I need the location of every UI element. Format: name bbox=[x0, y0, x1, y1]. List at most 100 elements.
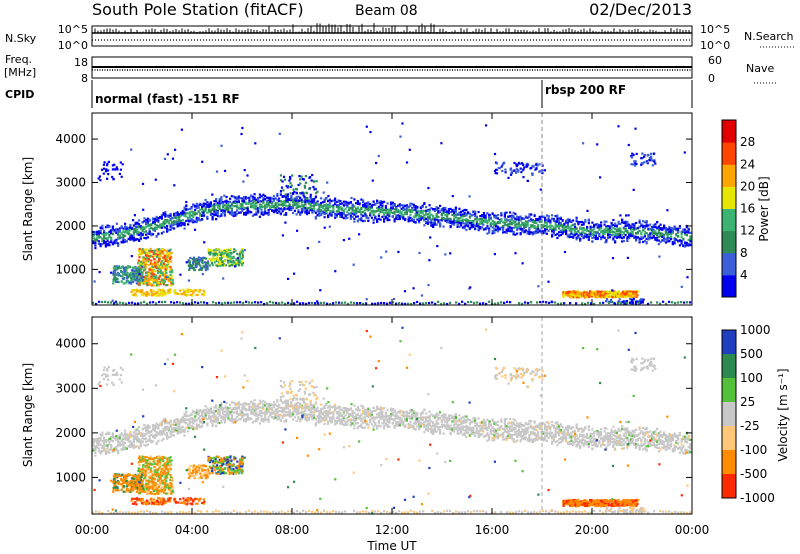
power-cell bbox=[629, 226, 632, 229]
power-cell bbox=[330, 214, 333, 217]
power-cell bbox=[100, 168, 104, 171]
power-cell bbox=[205, 262, 209, 265]
power-cell bbox=[449, 220, 452, 223]
power-cell bbox=[188, 267, 191, 270]
power-cell bbox=[187, 218, 190, 222]
power-cell bbox=[146, 257, 149, 260]
power-cell bbox=[419, 218, 422, 221]
power-cell bbox=[598, 227, 601, 230]
power-cell bbox=[348, 206, 351, 210]
power-cell bbox=[157, 248, 160, 251]
power-cell bbox=[197, 256, 200, 259]
power-cell bbox=[220, 263, 223, 266]
power-cell bbox=[591, 233, 594, 236]
power-cell bbox=[449, 221, 452, 224]
power-cell bbox=[145, 279, 149, 282]
power-cell bbox=[269, 201, 272, 204]
power-cell bbox=[617, 222, 620, 225]
power-cell bbox=[293, 272, 296, 275]
power-cell bbox=[349, 217, 352, 220]
power-cell bbox=[622, 301, 625, 304]
power-cell bbox=[523, 224, 526, 227]
power-cell bbox=[187, 217, 190, 220]
power-cell bbox=[241, 126, 244, 130]
power-cell bbox=[215, 170, 219, 173]
power-cell bbox=[285, 201, 288, 204]
power-cell bbox=[178, 213, 181, 216]
power-cell bbox=[398, 210, 401, 213]
power-cell bbox=[219, 260, 222, 263]
power-cell bbox=[236, 196, 239, 199]
power-cell bbox=[290, 207, 293, 210]
power-cell bbox=[304, 198, 307, 201]
power-cell bbox=[612, 236, 615, 239]
power-cell bbox=[258, 196, 261, 199]
power-cell bbox=[239, 203, 242, 206]
power-cell bbox=[612, 302, 615, 305]
power-cell bbox=[127, 228, 130, 231]
power-cell bbox=[219, 254, 222, 257]
power-cell bbox=[495, 228, 498, 231]
power-cell bbox=[621, 218, 624, 222]
power-cell bbox=[635, 235, 638, 238]
power-cell bbox=[339, 200, 342, 203]
power-cell bbox=[421, 212, 424, 215]
power-cell bbox=[659, 232, 662, 235]
power-cell bbox=[170, 275, 173, 278]
power-cell bbox=[657, 226, 660, 229]
power-cell bbox=[374, 203, 377, 206]
power-cell bbox=[195, 219, 198, 222]
power-cell bbox=[122, 241, 125, 244]
power-cell bbox=[137, 259, 140, 262]
power-cell bbox=[624, 224, 627, 228]
power-cell bbox=[369, 203, 372, 206]
power-cell bbox=[295, 204, 298, 207]
power-cell bbox=[535, 231, 538, 235]
power-cell bbox=[228, 253, 231, 257]
power-cell bbox=[180, 224, 183, 227]
power-cell bbox=[363, 214, 366, 218]
power-cell bbox=[530, 226, 533, 229]
power-cell bbox=[134, 222, 137, 225]
power-cell bbox=[631, 152, 634, 155]
power-cell bbox=[578, 293, 581, 296]
power-cell bbox=[587, 222, 590, 225]
power-cell bbox=[552, 218, 555, 221]
power-cell bbox=[337, 204, 340, 207]
power-cell bbox=[140, 273, 143, 276]
power-cell bbox=[244, 197, 247, 200]
power-cell bbox=[397, 250, 400, 253]
power-cell bbox=[446, 213, 449, 216]
power-cell bbox=[166, 230, 169, 233]
power-cell bbox=[634, 162, 637, 165]
power-cell bbox=[232, 213, 235, 216]
power-cell bbox=[97, 242, 100, 245]
power-cell bbox=[363, 212, 366, 215]
power-cell bbox=[533, 232, 536, 235]
power-cell bbox=[162, 263, 165, 266]
power-cell bbox=[162, 211, 165, 215]
power-cell bbox=[152, 218, 155, 221]
power-cell bbox=[311, 199, 314, 202]
power-cell bbox=[161, 264, 164, 267]
power-cell bbox=[661, 239, 664, 242]
power-cell bbox=[262, 193, 265, 196]
power-cell bbox=[165, 271, 168, 275]
power-cell bbox=[484, 219, 487, 222]
power-cell bbox=[675, 229, 678, 232]
power-cell bbox=[458, 220, 461, 223]
power-cell bbox=[388, 213, 391, 216]
power-cell bbox=[442, 211, 445, 215]
power-cell bbox=[412, 203, 415, 206]
power-cell bbox=[584, 220, 587, 223]
power-cell bbox=[216, 214, 219, 218]
power-cell bbox=[262, 198, 265, 201]
power-cell bbox=[124, 231, 127, 234]
power-cell bbox=[530, 223, 533, 227]
power-cell bbox=[496, 221, 499, 224]
power-cell bbox=[650, 155, 653, 158]
power-cell bbox=[437, 215, 440, 219]
power-cell bbox=[640, 163, 643, 166]
power-cell bbox=[236, 204, 239, 207]
power-cell bbox=[104, 243, 107, 246]
